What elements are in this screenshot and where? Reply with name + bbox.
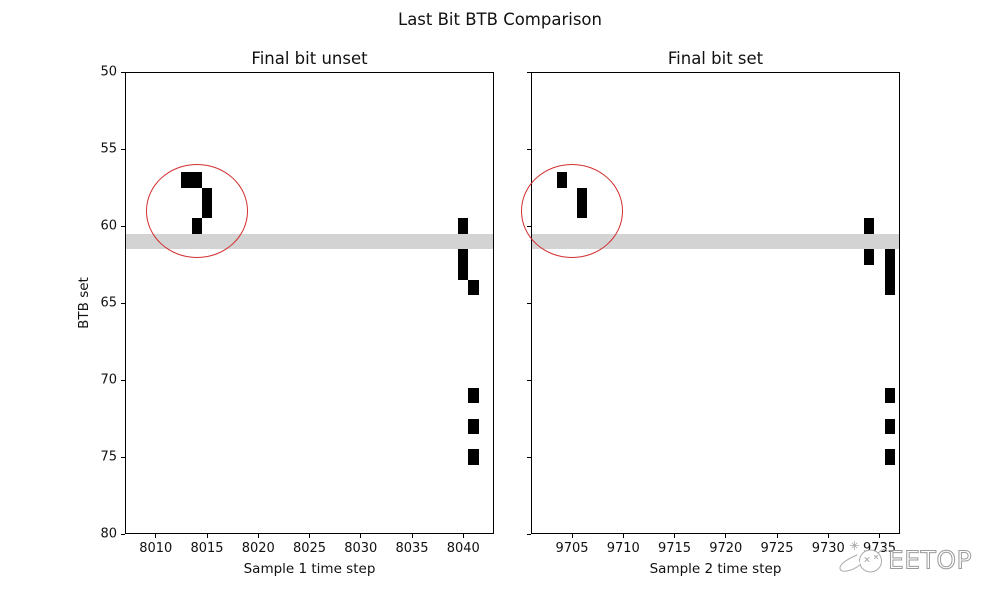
figure-title: Last Bit BTB Comparison	[398, 10, 602, 29]
data-cell	[458, 249, 468, 265]
y-tick-mark	[121, 148, 125, 150]
y-tick-label: 55	[100, 141, 117, 157]
data-cell	[864, 249, 874, 265]
axes-frame	[125, 72, 494, 534]
x-tick-mark	[622, 534, 624, 538]
x-tick-mark	[827, 534, 829, 538]
x-tick-label: 8010	[139, 541, 173, 556]
y-tick-mark	[527, 533, 531, 535]
y-tick-mark	[527, 302, 531, 304]
y-tick-label: 70	[100, 372, 117, 388]
data-cell	[885, 265, 895, 280]
y-tick-mark	[527, 379, 531, 381]
x-tick-mark	[360, 534, 362, 538]
watermark: EETOP	[839, 540, 972, 575]
y-tick-mark	[121, 302, 125, 304]
data-cell	[885, 449, 895, 465]
x-tick-label: 9715	[657, 541, 692, 556]
panel-title: Final bit unset	[251, 49, 368, 68]
y-tick-mark	[527, 456, 531, 458]
y-tick-mark	[121, 379, 125, 381]
y-axis-label: BTB set	[76, 277, 92, 329]
y-tick-label: 80	[100, 526, 117, 542]
x-tick-label: 9725	[760, 541, 794, 556]
x-tick-mark	[206, 534, 208, 538]
x-tick-label: 9730	[811, 541, 845, 556]
y-tick-mark	[121, 71, 125, 73]
panel-title: Final bit set	[667, 49, 764, 68]
x-tick-mark	[674, 534, 675, 538]
x-tick-mark	[776, 534, 778, 538]
y-tick-mark	[121, 533, 125, 535]
data-cell	[468, 449, 479, 465]
watermark-text: EETOP	[888, 546, 972, 575]
x-tick-label: 9720	[709, 541, 743, 556]
data-cell	[468, 419, 479, 434]
highlight-band	[531, 234, 900, 249]
y-tick-label: 65	[100, 295, 117, 311]
y-tick-mark	[527, 148, 531, 150]
x-tick-label: 8030	[344, 541, 378, 556]
data-cell	[885, 249, 895, 265]
x-tick-label: 8020	[241, 541, 275, 556]
x-axis-label: Sample 2 time step	[649, 561, 782, 577]
axes-frame	[531, 72, 900, 534]
data-cell	[885, 280, 895, 295]
x-tick-mark	[411, 534, 413, 538]
x-tick-mark	[462, 534, 464, 538]
data-cell	[885, 388, 895, 403]
y-tick-mark	[121, 456, 125, 458]
annotation-ellipse	[520, 163, 624, 258]
x-tick-label: 8025	[292, 541, 327, 556]
x-tick-label: 8040	[446, 541, 480, 556]
x-tick-label: 8035	[395, 541, 429, 556]
data-cell	[468, 280, 479, 295]
data-cell	[458, 265, 468, 280]
x-tick-mark	[309, 534, 310, 538]
x-tick-label: 8015	[190, 541, 224, 556]
data-cell	[468, 388, 479, 403]
x-tick-label: 9710	[606, 541, 640, 556]
y-tick-label: 75	[100, 449, 117, 465]
data-cell	[885, 419, 895, 434]
x-tick-mark	[257, 534, 259, 538]
annotation-ellipse	[145, 163, 248, 258]
y-tick-mark	[527, 71, 531, 73]
x-tick-mark	[879, 534, 880, 538]
x-tick-mark	[571, 534, 573, 538]
x-tick-label: 9705	[555, 541, 589, 556]
x-axis-label: Sample 1 time step	[243, 561, 376, 577]
data-cell	[864, 218, 874, 234]
x-tick-mark	[725, 534, 727, 538]
data-cell	[458, 218, 468, 234]
y-tick-label: 60	[100, 218, 117, 234]
y-tick-mark	[121, 225, 125, 227]
y-tick-label: 50	[100, 64, 117, 80]
globe-sketch-icon	[839, 540, 888, 573]
x-tick-mark	[155, 534, 157, 538]
